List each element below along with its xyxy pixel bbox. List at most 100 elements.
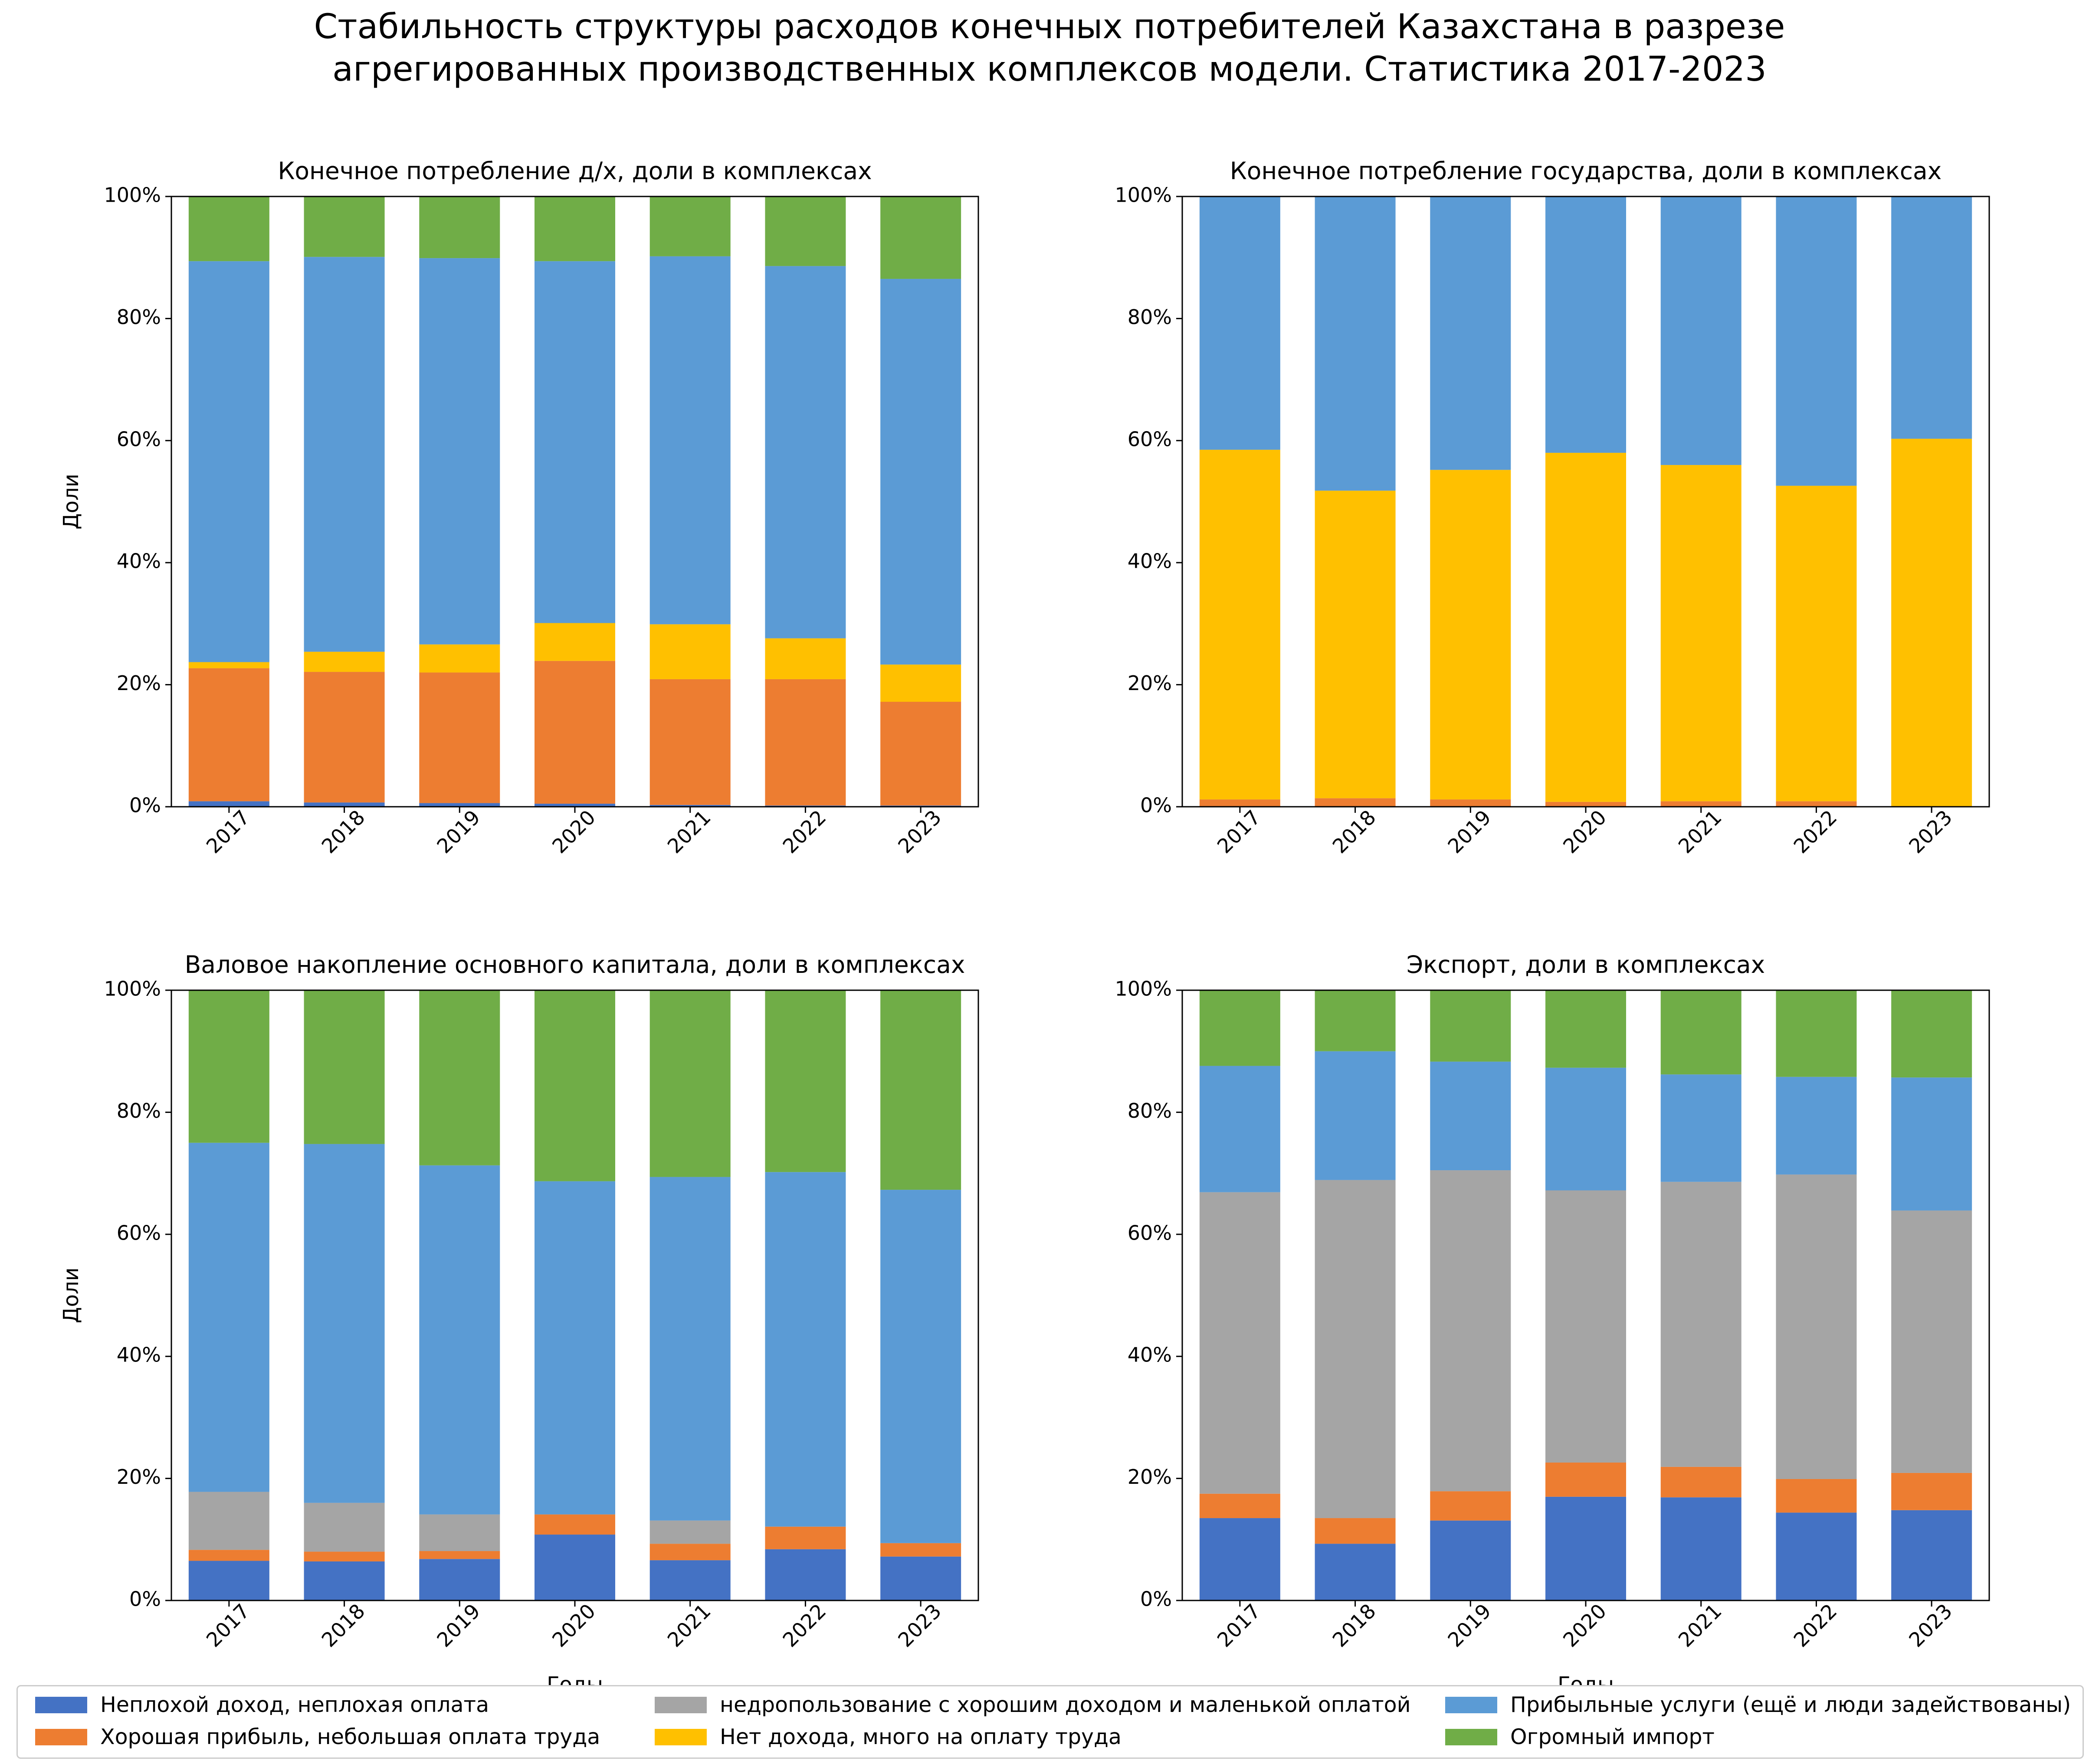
x-tick-label: 2017 (202, 1599, 254, 1652)
bar-segment (188, 668, 269, 802)
x-tick-label: 2022 (1789, 805, 1841, 858)
x-tick-label: 2017 (202, 805, 254, 858)
bar-segment (419, 1551, 500, 1559)
bar-segment (535, 623, 615, 661)
legend-label: Хорошая прибыль, небольшая оплата труда (100, 1725, 600, 1749)
bar-segment (188, 1561, 269, 1600)
bar-segment (1315, 990, 1396, 1051)
bar-segment (1545, 1463, 1626, 1497)
bar-segment (1315, 491, 1396, 799)
y-tick-label: 60% (1128, 1221, 1172, 1244)
x-tick-label: 2021 (1674, 805, 1726, 858)
bar-segment (535, 803, 615, 807)
bar-segment (1430, 1520, 1511, 1600)
bar-segment (765, 679, 846, 806)
bar-segment (1545, 452, 1626, 802)
y-tick-label: 0% (1140, 1587, 1172, 1611)
bar-segment (1199, 1192, 1280, 1494)
bar-segment (419, 990, 500, 1165)
bar-segment (419, 258, 500, 645)
legend-item-no-income: Нет дохода, много на оплату труда (655, 1725, 1122, 1749)
x-tick-label: 2022 (1789, 1599, 1841, 1652)
x-tick-label: 2020 (548, 805, 600, 858)
bar-segment (188, 261, 269, 662)
bar-segment (1660, 990, 1742, 1075)
bar-segment (188, 990, 269, 1143)
subplot-4: 2017 2018 2019 2020 2021 2022 2023 0% 20% 40% 60% 8… (1115, 951, 1990, 1697)
bar-segment (304, 1502, 385, 1552)
x-tick-label: 2023 (893, 805, 946, 858)
subplot-title: Конечное потребление государства, доли в… (1230, 157, 1942, 185)
y-tick-label: 0% (129, 794, 161, 817)
bar-segment (1199, 1493, 1280, 1519)
bar-segment (649, 256, 731, 625)
y-tick-label: 40% (117, 1343, 161, 1367)
bar-segment (1776, 485, 1857, 802)
bar-segment (1430, 470, 1511, 800)
bar-segment (1660, 801, 1742, 807)
x-tick-label: 2021 (1674, 1599, 1726, 1652)
bar-segment (535, 990, 615, 1181)
bar-segment (1891, 196, 1972, 439)
bar-segment (1660, 196, 1742, 465)
bar-segment (304, 257, 385, 652)
bar-segment (1430, 1170, 1511, 1492)
x-tick-label: 2023 (893, 1599, 946, 1652)
bar-segment (765, 196, 846, 266)
bar-segment (535, 1181, 615, 1515)
bar-segment (649, 624, 731, 679)
bar-segment (1891, 1510, 1972, 1600)
legend-label: недропользование с хорошим доходом и мал… (720, 1692, 1411, 1717)
bar-segment (1660, 1074, 1742, 1182)
x-tick-label: 2023 (1904, 805, 1957, 858)
bar-segment (304, 990, 385, 1144)
bar-segment (1776, 990, 1857, 1077)
bar-segment (1660, 465, 1742, 802)
bar-segment (1776, 1174, 1857, 1479)
bar-segment (1545, 1067, 1626, 1191)
bar-segment (880, 1543, 961, 1557)
x-tick-label: 2017 (1213, 1599, 1265, 1652)
bar-segment (419, 196, 500, 259)
y-tick-label: 60% (117, 1221, 161, 1244)
x-tick-label: 2023 (1904, 1599, 1957, 1652)
bar-segment (188, 662, 269, 668)
bar-segment (765, 266, 846, 638)
bar-segment (419, 1165, 500, 1515)
x-tick-label: 2017 (1213, 805, 1265, 858)
plot-frame (171, 989, 979, 1601)
legend-swatch (1445, 1728, 1497, 1745)
y-tick-label: 0% (129, 1587, 161, 1611)
bar-segment (535, 1514, 615, 1535)
bar-segment (1891, 1077, 1972, 1211)
bar-segment (419, 803, 500, 807)
legend-item-huge-import: Огромный импорт (1445, 1725, 1715, 1749)
x-tick-label: 2019 (432, 805, 485, 858)
y-tick-label: 0% (1140, 794, 1172, 817)
bar-segment (1315, 1051, 1396, 1180)
bar-segment (188, 1142, 269, 1492)
x-tick-label: 2018 (317, 1599, 370, 1652)
bar-segment (880, 701, 961, 806)
x-tick-label: 2018 (1328, 805, 1381, 858)
x-tick-label: 2020 (1558, 805, 1611, 858)
x-tick-label: 2021 (663, 805, 715, 858)
bar-segment (1891, 1210, 1972, 1473)
x-tick-label: 2018 (1328, 1599, 1381, 1652)
y-tick-label: 80% (1128, 1099, 1172, 1123)
bar-segment (880, 990, 961, 1190)
subplot-title: Экспорт, доли в комплексах (1407, 951, 1765, 979)
bar-segment (304, 672, 385, 803)
bar-segment (1315, 1518, 1396, 1544)
x-tick-label: 2022 (778, 1599, 830, 1652)
bar-segment (1315, 798, 1396, 807)
bar-segment (535, 196, 615, 262)
subplot-1: 2017 2018 2019 2020 2021 2022 2023 0% 20% 40% 60% 8… (59, 157, 979, 858)
bar-segment (1776, 1512, 1857, 1600)
legend-label: Огромный импорт (1510, 1725, 1715, 1749)
plot-frame (171, 196, 979, 808)
legend-item-good-profit: Хорошая прибыль, небольшая оплата труда (35, 1725, 600, 1749)
bar-segment (419, 644, 500, 673)
x-tick-label: 2020 (548, 1599, 600, 1652)
